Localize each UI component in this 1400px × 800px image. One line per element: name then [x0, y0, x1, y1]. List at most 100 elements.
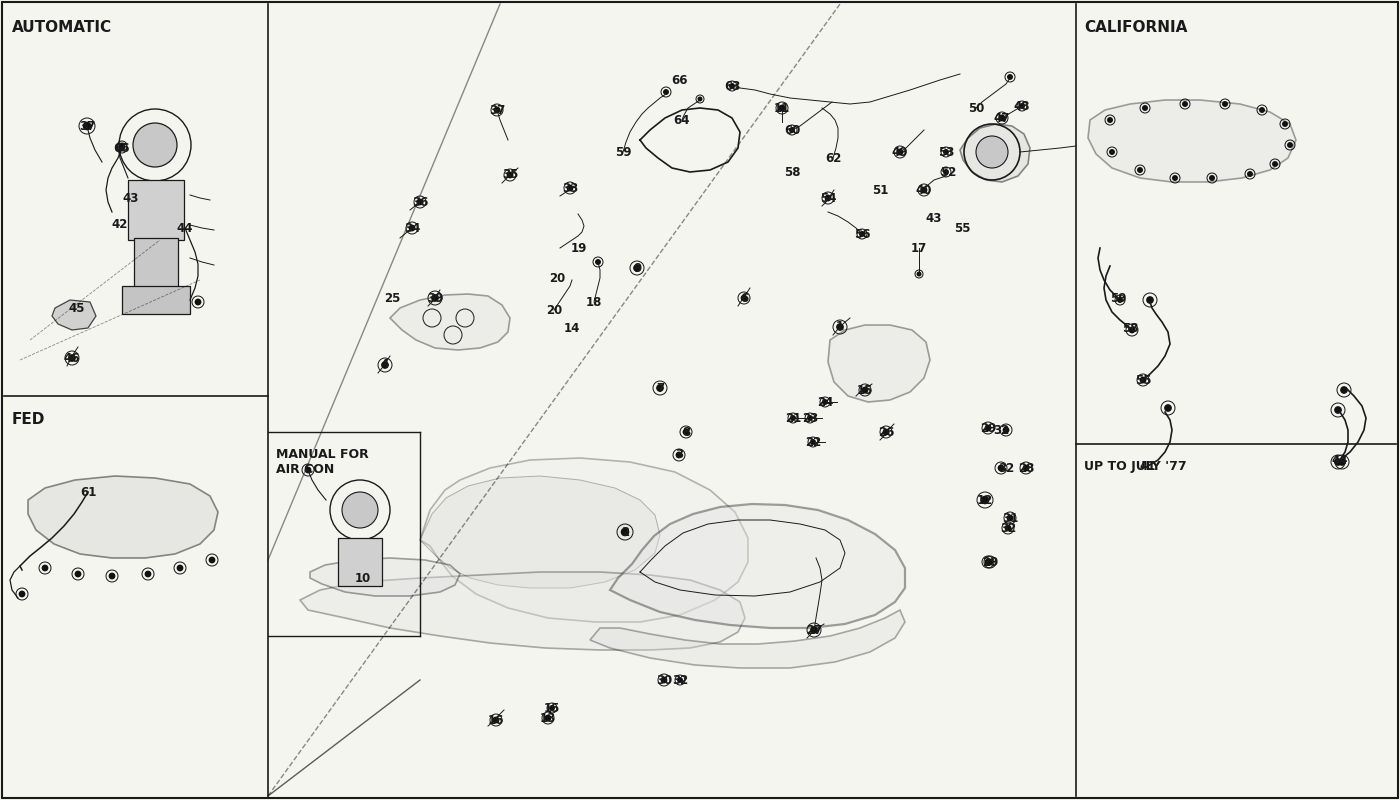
- Text: 15: 15: [543, 702, 560, 714]
- Circle shape: [1247, 172, 1252, 176]
- Text: 32: 32: [993, 423, 1009, 437]
- Circle shape: [729, 84, 734, 88]
- Text: 51: 51: [872, 183, 888, 197]
- Circle shape: [986, 559, 991, 565]
- Circle shape: [195, 299, 200, 305]
- Circle shape: [1130, 327, 1134, 333]
- Polygon shape: [610, 504, 904, 628]
- Text: 54: 54: [820, 191, 836, 205]
- Circle shape: [1110, 150, 1114, 154]
- Polygon shape: [960, 124, 1030, 182]
- Circle shape: [133, 123, 176, 167]
- Circle shape: [657, 385, 664, 391]
- Circle shape: [976, 136, 1008, 168]
- Circle shape: [860, 232, 864, 236]
- Circle shape: [1273, 162, 1277, 166]
- Text: 62: 62: [825, 151, 841, 165]
- Text: 64: 64: [673, 114, 690, 126]
- Circle shape: [417, 199, 423, 205]
- Circle shape: [1019, 104, 1025, 108]
- Polygon shape: [827, 325, 930, 402]
- Polygon shape: [1088, 100, 1296, 182]
- Circle shape: [42, 566, 48, 570]
- Circle shape: [986, 426, 991, 430]
- Text: 19: 19: [571, 242, 587, 254]
- Polygon shape: [52, 300, 97, 330]
- Text: 8: 8: [682, 426, 690, 438]
- Circle shape: [120, 146, 125, 150]
- Text: 66: 66: [672, 74, 689, 86]
- Circle shape: [84, 122, 91, 130]
- Text: MANUAL FOR
AIR CON: MANUAL FOR AIR CON: [276, 448, 368, 476]
- Circle shape: [1140, 378, 1145, 382]
- Text: 25: 25: [384, 291, 400, 305]
- Polygon shape: [28, 476, 218, 558]
- Text: 3: 3: [675, 449, 683, 462]
- Text: 32: 32: [998, 462, 1014, 474]
- Circle shape: [987, 559, 993, 565]
- Circle shape: [742, 295, 746, 301]
- Circle shape: [545, 715, 550, 721]
- Polygon shape: [420, 458, 748, 622]
- Text: 46: 46: [64, 351, 80, 365]
- Text: 32: 32: [1000, 522, 1016, 534]
- Circle shape: [494, 107, 500, 113]
- Text: 37: 37: [78, 119, 95, 133]
- Text: 56: 56: [854, 227, 871, 241]
- Text: 7: 7: [657, 382, 664, 394]
- Circle shape: [1282, 122, 1287, 126]
- Circle shape: [1004, 427, 1008, 433]
- Circle shape: [1023, 466, 1029, 470]
- Text: 23: 23: [802, 411, 818, 425]
- Text: 61: 61: [80, 486, 97, 498]
- Circle shape: [808, 416, 812, 420]
- Text: 48: 48: [1014, 99, 1030, 113]
- Text: 6: 6: [739, 291, 748, 305]
- Text: 43: 43: [123, 191, 139, 205]
- Bar: [337, 538, 382, 586]
- Text: 45: 45: [69, 302, 85, 314]
- Circle shape: [1334, 407, 1341, 413]
- Circle shape: [567, 186, 573, 190]
- Text: 17: 17: [911, 242, 927, 254]
- Text: 13: 13: [540, 711, 556, 725]
- Text: 42: 42: [112, 218, 129, 231]
- Bar: [127, 180, 183, 240]
- Circle shape: [596, 260, 601, 264]
- Circle shape: [917, 272, 921, 276]
- Text: 20: 20: [549, 271, 566, 285]
- Text: 50: 50: [967, 102, 984, 114]
- Circle shape: [921, 187, 927, 193]
- Text: UP TO JULY '77: UP TO JULY '77: [1084, 460, 1187, 473]
- Circle shape: [634, 265, 640, 271]
- Circle shape: [1341, 387, 1347, 393]
- Text: 29: 29: [981, 555, 998, 569]
- Text: 34: 34: [403, 222, 420, 234]
- Circle shape: [998, 466, 1004, 470]
- Text: FED: FED: [13, 412, 45, 427]
- Circle shape: [342, 492, 378, 528]
- Text: 60: 60: [784, 123, 801, 137]
- Polygon shape: [420, 476, 659, 588]
- Text: 12: 12: [977, 494, 993, 506]
- Polygon shape: [589, 610, 904, 668]
- Circle shape: [507, 172, 512, 178]
- Circle shape: [883, 430, 889, 434]
- Bar: [122, 286, 190, 314]
- Circle shape: [20, 591, 25, 597]
- Text: 35: 35: [501, 169, 518, 182]
- Circle shape: [981, 496, 988, 504]
- Text: 55: 55: [953, 222, 970, 234]
- Polygon shape: [309, 558, 461, 596]
- Text: 11: 11: [774, 102, 790, 114]
- Text: 28: 28: [1018, 462, 1035, 474]
- Text: 37: 37: [489, 103, 505, 117]
- Text: 53: 53: [938, 146, 955, 158]
- Circle shape: [1117, 298, 1123, 302]
- Circle shape: [944, 170, 948, 174]
- Circle shape: [1173, 176, 1177, 180]
- Text: 59: 59: [615, 146, 631, 158]
- Text: 10: 10: [354, 571, 371, 585]
- Circle shape: [109, 574, 115, 578]
- Text: 18: 18: [585, 295, 602, 309]
